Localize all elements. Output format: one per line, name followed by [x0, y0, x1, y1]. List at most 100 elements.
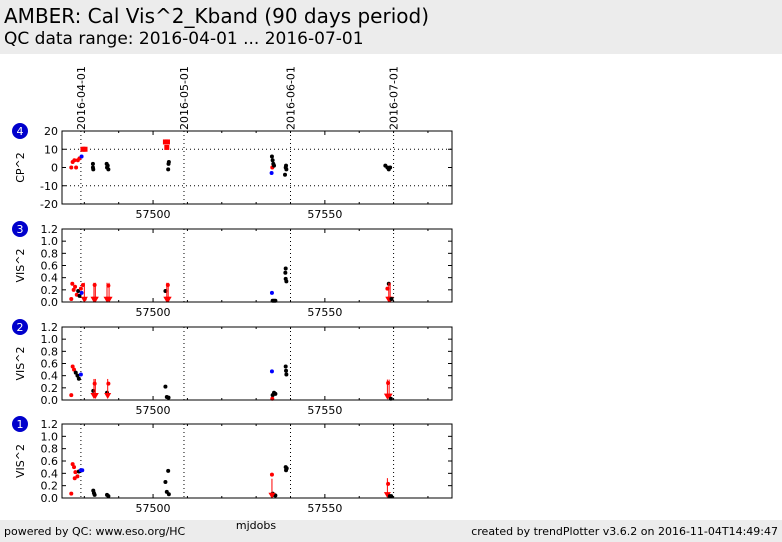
y-axis-label: VIS^2 — [14, 249, 27, 283]
data-point-limit — [383, 492, 391, 499]
data-point — [283, 172, 288, 177]
date-label: 2016-07-01 — [388, 66, 401, 130]
y-tick-label: 0.8 — [41, 443, 59, 456]
panel-frame — [61, 423, 453, 499]
data-point — [69, 393, 74, 398]
data-point-square — [164, 144, 170, 150]
y-tick-label: 0.8 — [41, 345, 59, 358]
footer-bar: powered by QC: www.eso.org/HC created by… — [0, 520, 782, 542]
data-point — [69, 296, 74, 301]
y-tick-label: 0.0 — [41, 296, 59, 309]
data-point — [69, 491, 74, 496]
panel-badge-label: 1 — [17, 418, 24, 431]
data-point — [163, 479, 168, 484]
data-point-square — [164, 139, 170, 145]
data-point — [90, 161, 95, 166]
data-point — [73, 470, 78, 475]
panel-badge — [12, 416, 28, 432]
y-tick-label: 0 — [51, 162, 58, 175]
data-point — [269, 170, 274, 175]
footer-created: created by trendPlotter v3.6.2 on 2016-1… — [471, 525, 778, 538]
data-point — [75, 373, 80, 378]
data-point — [74, 165, 79, 170]
data-point — [106, 494, 111, 499]
date-label: 2016-04-01 — [75, 66, 88, 130]
data-point — [70, 281, 75, 286]
data-point — [106, 381, 111, 386]
y-tick-label: 0.8 — [41, 247, 59, 260]
panel-badge — [12, 221, 28, 237]
y-tick-label: 0.6 — [41, 358, 59, 371]
y-tick-label: -10 — [40, 180, 58, 193]
data-point — [92, 282, 97, 287]
y-axis-label: VIS^2 — [14, 347, 27, 381]
panel-badge — [12, 319, 28, 335]
panel-frame — [61, 130, 453, 205]
panel-2: 2 VIS^2 1.21.00.80.60.40.20.0 57500 57550 — [12, 319, 453, 417]
data-point-limit — [91, 296, 99, 303]
data-point — [284, 279, 289, 284]
panel-3: 3 VIS^2 1.21.00.80.60.40.20.0 57500 57550 — [12, 221, 453, 319]
x-tick-label: 57500 — [136, 208, 171, 221]
panel-badge-label: 3 — [17, 223, 24, 236]
y-tick-label: 0.0 — [41, 492, 59, 505]
panel-badge-label: 2 — [17, 321, 24, 334]
y-tick-label: 20 — [44, 125, 58, 138]
data-point — [273, 391, 278, 396]
data-point — [69, 165, 74, 170]
y-tick-label: 0.0 — [41, 394, 59, 407]
panel-badge-label: 4 — [17, 125, 24, 138]
y-tick-label: 0.2 — [41, 382, 59, 395]
data-point-limit — [91, 392, 99, 399]
panel-frame — [61, 326, 453, 401]
x-tick-label: 57550 — [307, 306, 342, 319]
page-subtitle: QC data range: 2016-04-01 ... 2016-07-01 — [4, 29, 364, 49]
data-point — [70, 364, 75, 369]
y-tick-label: 0.2 — [41, 284, 59, 297]
data-point — [92, 492, 97, 497]
y-tick-label: 1.2 — [41, 321, 59, 334]
data-point — [166, 395, 171, 400]
data-point — [72, 158, 77, 163]
data-point-limit — [80, 296, 88, 303]
page-title: AMBER: Cal Vis^2_Kband (90 days period) — [4, 4, 429, 28]
y-tick-label: 0.6 — [41, 260, 59, 273]
data-point — [388, 165, 393, 170]
data-point — [106, 167, 111, 172]
data-point-limit — [164, 296, 172, 303]
data-point — [71, 287, 76, 292]
y-tick-label: 1.0 — [41, 430, 59, 443]
x-tick-label: 57550 — [307, 404, 342, 417]
data-point — [166, 468, 171, 473]
data-point — [92, 381, 97, 386]
y-tick-label: 0.4 — [41, 272, 59, 285]
date-label: 2016-06-01 — [285, 66, 298, 130]
data-point-limit — [268, 492, 276, 499]
data-point — [284, 167, 289, 172]
data-point — [386, 481, 391, 486]
data-point — [72, 465, 77, 470]
data-point-limit — [104, 392, 112, 399]
y-tick-label: 10 — [44, 143, 58, 156]
data-point — [283, 364, 288, 369]
data-point — [78, 372, 83, 377]
footer-credit: powered by QC: www.eso.org/HC — [4, 525, 186, 538]
y-tick-label: 1.0 — [41, 235, 59, 248]
data-point — [73, 284, 78, 289]
y-axis-label: CP^2 — [14, 152, 27, 183]
x-tick-label: 57500 — [136, 404, 171, 417]
data-point — [77, 293, 82, 298]
x-tick-label: 57550 — [307, 502, 342, 515]
data-point-square — [82, 146, 88, 152]
x-tick-label: 57500 — [136, 306, 171, 319]
data-point — [72, 367, 77, 372]
data-point — [78, 286, 83, 291]
data-point — [269, 369, 274, 374]
header-bar: AMBER: Cal Vis^2_Kband (90 days period) … — [0, 0, 782, 54]
y-tick-label: 0.4 — [41, 467, 59, 480]
y-tick-label: -20 — [40, 198, 58, 211]
data-point — [105, 163, 110, 168]
data-point — [269, 472, 274, 477]
data-point — [284, 466, 289, 471]
